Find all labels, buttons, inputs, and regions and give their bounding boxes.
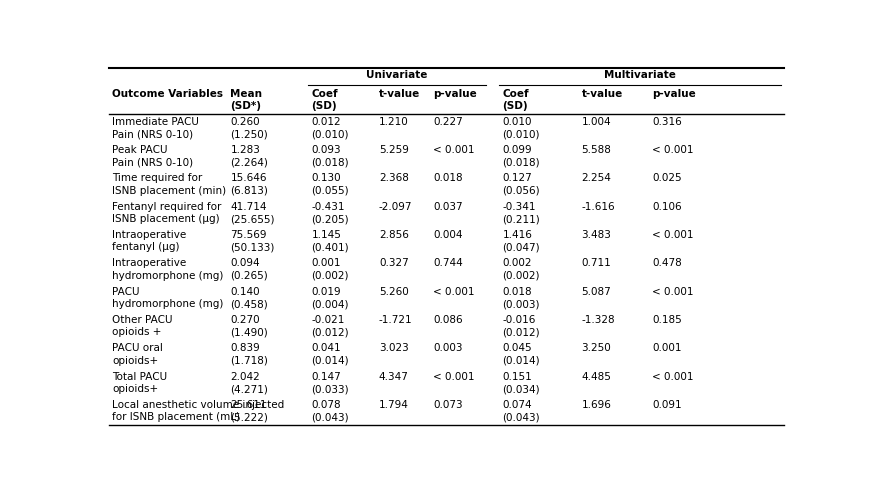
Text: 2.856: 2.856 bbox=[379, 230, 408, 240]
Text: 0.316: 0.316 bbox=[652, 117, 682, 127]
Text: 0.227: 0.227 bbox=[433, 117, 463, 127]
Text: Multivariate: Multivariate bbox=[604, 70, 676, 80]
Text: 0.094
(0.265): 0.094 (0.265) bbox=[230, 258, 268, 281]
Text: PACU oral
opioids+: PACU oral opioids+ bbox=[112, 343, 163, 366]
Text: 0.839
(1.718): 0.839 (1.718) bbox=[230, 343, 268, 366]
Text: -0.341
(0.211): -0.341 (0.211) bbox=[503, 202, 540, 224]
Text: 0.001: 0.001 bbox=[652, 343, 682, 353]
Text: < 0.001: < 0.001 bbox=[652, 230, 694, 240]
Text: 15.646
(6.813): 15.646 (6.813) bbox=[230, 174, 268, 196]
Text: 1.416
(0.047): 1.416 (0.047) bbox=[503, 230, 540, 252]
Text: p-value: p-value bbox=[433, 88, 476, 98]
Text: < 0.001: < 0.001 bbox=[433, 372, 475, 382]
Text: 0.074
(0.043): 0.074 (0.043) bbox=[503, 400, 540, 423]
Text: 5.260: 5.260 bbox=[379, 287, 408, 297]
Text: 0.073: 0.073 bbox=[433, 400, 463, 410]
Text: 0.018
(0.003): 0.018 (0.003) bbox=[503, 287, 540, 309]
Text: -0.431
(0.205): -0.431 (0.205) bbox=[312, 202, 349, 224]
Text: 5.588: 5.588 bbox=[582, 145, 611, 155]
Text: 1.145
(0.401): 1.145 (0.401) bbox=[312, 230, 349, 252]
Text: t-value: t-value bbox=[582, 88, 623, 98]
Text: 0.130
(0.055): 0.130 (0.055) bbox=[312, 174, 349, 196]
Text: 0.002
(0.002): 0.002 (0.002) bbox=[503, 258, 540, 281]
Text: < 0.001: < 0.001 bbox=[433, 287, 475, 297]
Text: 3.250: 3.250 bbox=[582, 343, 611, 353]
Text: 0.012
(0.010): 0.012 (0.010) bbox=[312, 117, 349, 139]
Text: 0.478: 0.478 bbox=[652, 258, 682, 268]
Text: 0.019
(0.004): 0.019 (0.004) bbox=[312, 287, 349, 309]
Text: -1.328: -1.328 bbox=[582, 315, 615, 325]
Text: Peak PACU
Pain (NRS 0-10): Peak PACU Pain (NRS 0-10) bbox=[112, 145, 193, 167]
Text: 0.037: 0.037 bbox=[433, 202, 463, 212]
Text: < 0.001: < 0.001 bbox=[652, 287, 694, 297]
Text: 0.711: 0.711 bbox=[582, 258, 611, 268]
Text: -1.721: -1.721 bbox=[379, 315, 413, 325]
Text: 0.151
(0.034): 0.151 (0.034) bbox=[503, 372, 540, 394]
Text: 0.086: 0.086 bbox=[433, 315, 463, 325]
Text: < 0.001: < 0.001 bbox=[652, 372, 694, 382]
Text: 0.127
(0.056): 0.127 (0.056) bbox=[503, 174, 540, 196]
Text: Mean
(SD*): Mean (SD*) bbox=[230, 88, 262, 111]
Text: p-value: p-value bbox=[652, 88, 696, 98]
Text: Immediate PACU
Pain (NRS 0-10): Immediate PACU Pain (NRS 0-10) bbox=[112, 117, 199, 139]
Text: 0.041
(0.014): 0.041 (0.014) bbox=[312, 343, 349, 366]
Text: Other PACU
opioids +: Other PACU opioids + bbox=[112, 315, 172, 337]
Text: 0.147
(0.033): 0.147 (0.033) bbox=[312, 372, 349, 394]
Text: 0.025: 0.025 bbox=[652, 174, 682, 183]
Text: Outcome Variables: Outcome Variables bbox=[112, 88, 223, 98]
Text: < 0.001: < 0.001 bbox=[433, 145, 475, 155]
Text: Univariate: Univariate bbox=[366, 70, 428, 80]
Text: 1.794: 1.794 bbox=[379, 400, 408, 410]
Text: -1.616: -1.616 bbox=[582, 202, 615, 212]
Text: Time required for
ISNB placement (min): Time required for ISNB placement (min) bbox=[112, 174, 226, 196]
Text: 4.485: 4.485 bbox=[582, 372, 611, 382]
Text: 0.001
(0.002): 0.001 (0.002) bbox=[312, 258, 349, 281]
Text: PACU
hydromorphone (mg): PACU hydromorphone (mg) bbox=[112, 287, 224, 309]
Text: -2.097: -2.097 bbox=[379, 202, 412, 212]
Text: 0.018: 0.018 bbox=[433, 174, 463, 183]
Text: 0.099
(0.018): 0.099 (0.018) bbox=[503, 145, 540, 167]
Text: < 0.001: < 0.001 bbox=[652, 145, 694, 155]
Text: Fentanyl required for
ISNB placement (μg): Fentanyl required for ISNB placement (μg… bbox=[112, 202, 221, 224]
Text: 5.259: 5.259 bbox=[379, 145, 408, 155]
Text: 2.042
(4.271): 2.042 (4.271) bbox=[230, 372, 268, 394]
Text: 1.210: 1.210 bbox=[379, 117, 408, 127]
Text: 3.483: 3.483 bbox=[582, 230, 611, 240]
Text: 1.283
(2.264): 1.283 (2.264) bbox=[230, 145, 268, 167]
Text: t-value: t-value bbox=[379, 88, 420, 98]
Text: 0.270
(1.490): 0.270 (1.490) bbox=[230, 315, 268, 337]
Text: Local anesthetic volume injected
for ISNB placement (mL): Local anesthetic volume injected for ISN… bbox=[112, 400, 285, 423]
Text: 2.254: 2.254 bbox=[582, 174, 611, 183]
Text: Total PACU
opioids+: Total PACU opioids+ bbox=[112, 372, 167, 394]
Text: Intraoperative
hydromorphone (mg): Intraoperative hydromorphone (mg) bbox=[112, 258, 224, 281]
Text: 0.093
(0.018): 0.093 (0.018) bbox=[312, 145, 349, 167]
Text: 2.368: 2.368 bbox=[379, 174, 408, 183]
Text: 0.010
(0.010): 0.010 (0.010) bbox=[503, 117, 540, 139]
Text: 75.569
(50.133): 75.569 (50.133) bbox=[230, 230, 274, 252]
Text: 41.714
(25.655): 41.714 (25.655) bbox=[230, 202, 275, 224]
Text: 0.004: 0.004 bbox=[433, 230, 463, 240]
Text: 0.045
(0.014): 0.045 (0.014) bbox=[503, 343, 540, 366]
Text: 0.185: 0.185 bbox=[652, 315, 682, 325]
Text: 0.140
(0.458): 0.140 (0.458) bbox=[230, 287, 268, 309]
Text: 3.023: 3.023 bbox=[379, 343, 408, 353]
Text: 0.106: 0.106 bbox=[652, 202, 682, 212]
Text: 1.696: 1.696 bbox=[582, 400, 611, 410]
Text: Coef
(SD): Coef (SD) bbox=[312, 88, 338, 111]
Text: 0.003: 0.003 bbox=[433, 343, 463, 353]
Text: 25.611
(5.222): 25.611 (5.222) bbox=[230, 400, 268, 423]
Text: 0.078
(0.043): 0.078 (0.043) bbox=[312, 400, 349, 423]
Text: 1.004: 1.004 bbox=[582, 117, 611, 127]
Text: Intraoperative
fentanyl (μg): Intraoperative fentanyl (μg) bbox=[112, 230, 186, 252]
Text: Coef
(SD): Coef (SD) bbox=[503, 88, 529, 111]
Text: 4.347: 4.347 bbox=[379, 372, 408, 382]
Text: 0.091: 0.091 bbox=[652, 400, 682, 410]
Text: 0.327: 0.327 bbox=[379, 258, 408, 268]
Text: 0.260
(1.250): 0.260 (1.250) bbox=[230, 117, 268, 139]
Text: 0.744: 0.744 bbox=[433, 258, 463, 268]
Text: -0.021
(0.012): -0.021 (0.012) bbox=[312, 315, 349, 337]
Text: -0.016
(0.012): -0.016 (0.012) bbox=[503, 315, 540, 337]
Text: 5.087: 5.087 bbox=[582, 287, 611, 297]
